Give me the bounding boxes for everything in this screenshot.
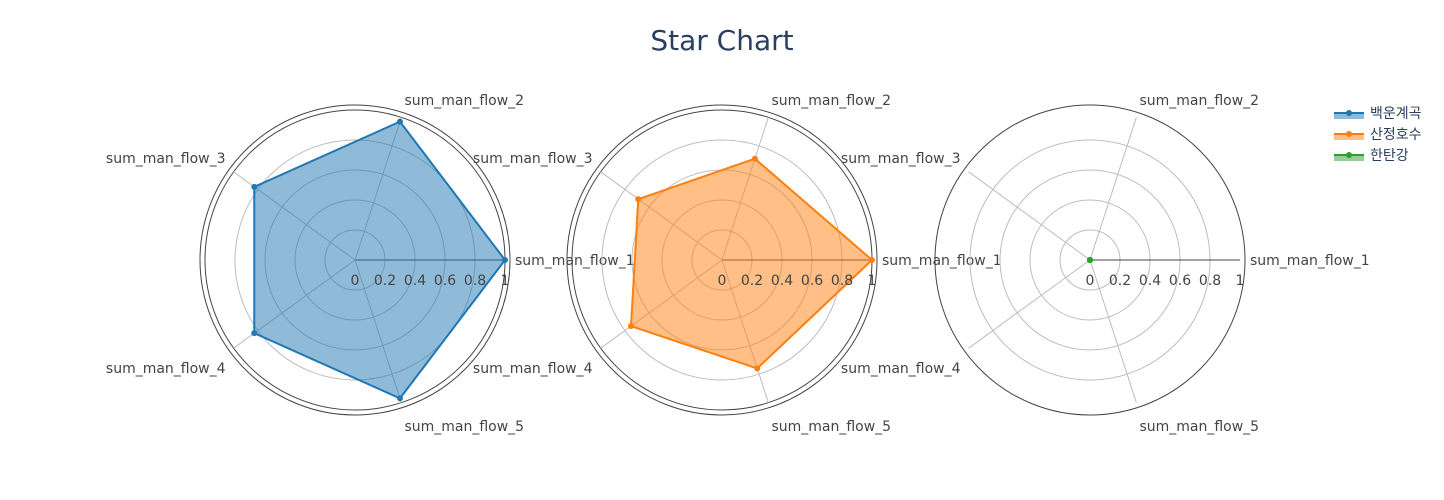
polar-subplot-3: 0 0.2 0.4 0.6 0.8 1 sum_man_flow_1 sum_man_flow… [841,93,1370,435]
radial-tick-label: 0.4 [771,273,793,289]
axis-label: sum_man_flow_2 [404,93,524,109]
polar-frame [566,104,878,416]
legend-item[interactable]: 산정호수 [1334,127,1422,143]
radial-tick-label: 0.6 [434,273,456,289]
axis-label: sum_man_flow_1 [1250,253,1370,269]
data-point[interactable] [1087,257,1093,263]
polar-frame [199,104,511,416]
radial-tick-label: 0 [1086,273,1095,289]
radial-tick-label: 0.2 [1109,273,1131,289]
angular-spoke [1089,117,1137,261]
axis-label: sum_man_flow_5 [1139,419,1259,435]
legend-item[interactable]: 백운계곡 [1334,106,1422,122]
radial-tick-label: 0.6 [801,273,823,289]
legend-label: 산정호수 [1370,127,1422,143]
radial-tick-label: 1 [868,273,877,289]
axis-label: sum_man_flow_1 [515,253,635,269]
data-point[interactable] [396,395,403,402]
angular-spoke [968,259,1091,349]
radial-tick-label: 1 [1236,273,1245,289]
axis-label: sum_man_flow_4 [473,361,593,377]
legend-marker [1346,131,1352,137]
legend-label: 백운계곡 [1370,106,1422,122]
radial-tick-label: 0 [718,273,727,289]
series-area[interactable] [253,120,506,400]
data-point[interactable] [251,330,258,337]
angular-spoke [968,171,1091,261]
series-area[interactable] [629,157,873,370]
radial-tick-label: 0 [351,273,360,289]
data-point[interactable] [869,257,875,263]
radial-tick-label: 0.2 [741,273,763,289]
radial-tick-label: 1 [501,273,510,289]
axis-label: sum_man_flow_3 [473,151,593,167]
radial-tick-label: 0.8 [1199,273,1221,289]
axis-label: sum_man_flow_4 [841,361,961,377]
data-point[interactable] [754,365,761,372]
radial-tick-label: 0.8 [831,273,853,289]
axis-label: sum_man_flow_5 [404,419,524,435]
axis-label: sum_man_flow_5 [771,419,891,435]
legend-marker [1346,152,1352,158]
data-point[interactable] [502,257,508,263]
data-point[interactable] [627,323,634,330]
angular-spoke [1089,259,1137,403]
polar-subplots: 0 0.2 0.4 0.6 0.8 1 sum_man_flow_1 sum_man_flow… [106,93,1370,435]
data-point[interactable] [251,183,258,190]
legend-item[interactable]: 한탄강 [1334,148,1409,164]
axis-label: sum_man_flow_2 [1139,93,1259,109]
polar-frame [934,104,1246,416]
chart-title: Star Chart [650,24,793,57]
axis-label: sum_man_flow_1 [882,253,1002,269]
radial-tick-label: 0.2 [374,273,396,289]
data-point[interactable] [751,155,758,162]
data-point[interactable] [635,196,642,203]
axis-label: sum_man_flow_2 [771,93,891,109]
polar-subplot-1: 0 0.2 0.4 0.6 0.8 1 sum_man_flow_1 sum_man_flow… [106,93,635,435]
data-point[interactable] [396,118,403,125]
radial-tick-label: 0.4 [1139,273,1161,289]
polar-subplot-2: 0 0.2 0.4 0.6 0.8 1 sum_man_flow_1 sum_man_flow… [473,93,1002,435]
radial-tick-label: 0.4 [404,273,426,289]
axis-label: sum_man_flow_3 [106,151,226,167]
legend-marker [1346,110,1352,116]
legend-label: 한탄강 [1370,148,1409,164]
axis-label: sum_man_flow_4 [106,361,226,377]
radial-tick-label: 0.6 [1169,273,1191,289]
axis-label: sum_man_flow_3 [841,151,961,167]
radial-tick-label: 0.8 [464,273,486,289]
